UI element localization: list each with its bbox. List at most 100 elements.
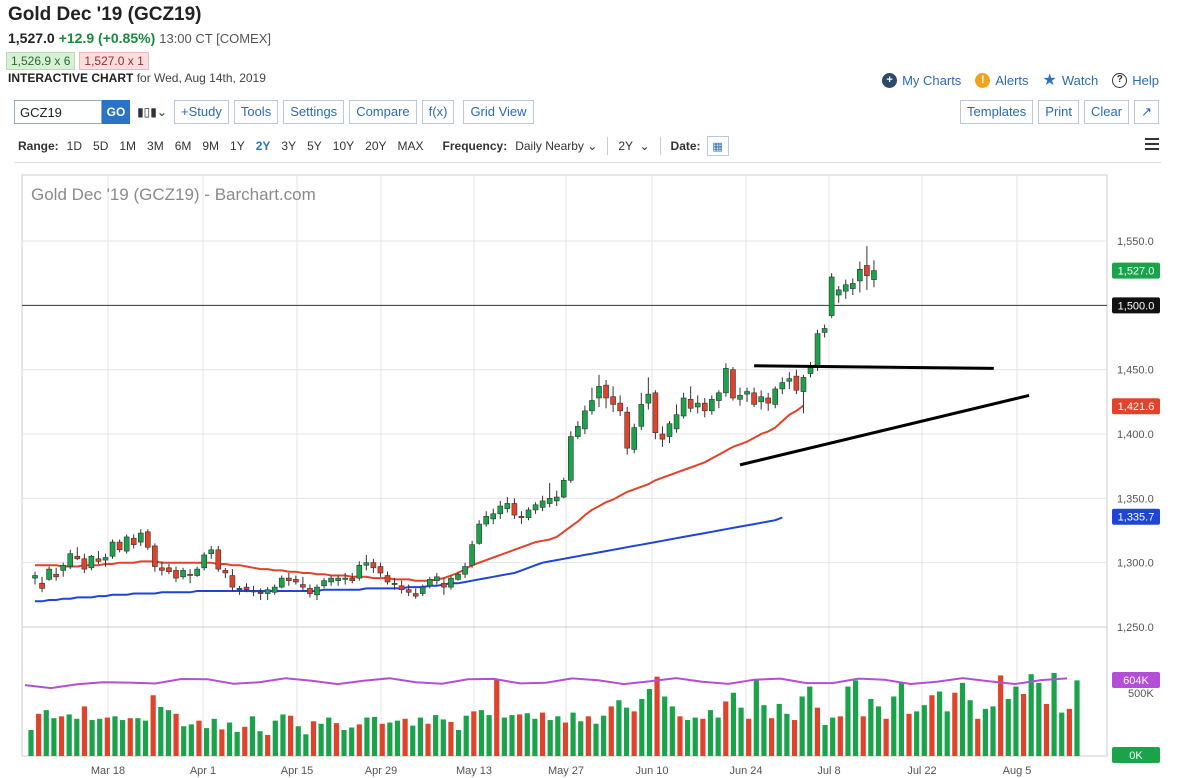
candle-body <box>250 590 257 593</box>
candle-body <box>159 567 165 571</box>
candle-body <box>257 591 264 594</box>
compare-button[interactable]: Compare <box>349 100 417 124</box>
candle-body <box>497 505 504 515</box>
volume-bar <box>51 718 57 756</box>
alerts-link[interactable]: ! Alerts <box>975 70 1029 90</box>
toolbar: GO ▮▯▮⌄ +Study Tools Settings Compare f(… <box>14 100 534 124</box>
go-button[interactable]: GO <box>102 100 130 124</box>
volume-bar <box>74 718 80 756</box>
volume-bar <box>318 723 324 756</box>
volume-bar <box>371 716 378 756</box>
candle-body <box>680 397 687 417</box>
volume-bar <box>982 708 988 756</box>
volume-bar <box>570 712 576 756</box>
candle-body <box>807 366 814 374</box>
volume-bar <box>883 718 889 756</box>
settings-button[interactable]: Settings <box>283 100 345 124</box>
period-select[interactable]: 2Y ⌄ <box>618 139 649 153</box>
volume-bar <box>486 715 492 756</box>
study-button[interactable]: +Study <box>174 100 229 124</box>
ma200-tag-text: 1,335.7 <box>1118 512 1155 524</box>
range-10y[interactable]: 10Y <box>332 139 355 153</box>
range-max[interactable]: MAX <box>397 139 424 153</box>
candlestick-icon: ▮▯▮ <box>137 105 157 119</box>
volume-bar <box>539 712 546 756</box>
chart-type-dropdown[interactable]: ▮▯▮ ⌄ <box>135 100 169 124</box>
ma50-tag-text: 1,421.6 <box>1118 401 1155 413</box>
range-6m[interactable]: 6M <box>174 139 192 153</box>
volume-bar <box>761 705 767 756</box>
candle-body <box>455 573 461 580</box>
candle-body <box>638 404 645 427</box>
x-tick-label: Jun 24 <box>729 765 762 777</box>
candle-body <box>546 498 553 504</box>
candle-body <box>849 283 856 289</box>
candle-body <box>152 545 158 567</box>
x-tick-label: Jul 8 <box>817 765 840 777</box>
range-20y[interactable]: 20Y <box>365 139 387 153</box>
watch-link[interactable]: ★ Watch <box>1043 70 1099 90</box>
calendar-icon[interactable]: ▦ <box>706 136 729 156</box>
range-5y[interactable]: 5Y <box>307 139 322 153</box>
line-price-tag-text: 1,500.0 <box>1118 300 1155 312</box>
expand-icon[interactable]: ↗ <box>1134 100 1159 124</box>
templates-button[interactable]: Templates <box>960 100 1034 124</box>
interactive-chart-label: INTERACTIVE CHART <box>8 71 134 85</box>
star-icon: ★ <box>1042 72 1057 89</box>
symbol-input[interactable] <box>14 100 102 124</box>
help-link[interactable]: ? Help <box>1112 70 1159 90</box>
volume-bar <box>287 715 294 756</box>
chevron-down-icon: ⌄ <box>639 139 650 153</box>
ma200-tag: 1,335.7 <box>1112 508 1160 525</box>
range-3y[interactable]: 3Y <box>281 139 297 153</box>
candle-body <box>166 567 172 572</box>
candle-body <box>835 289 842 296</box>
candle-body <box>180 570 186 578</box>
tools-button[interactable]: Tools <box>233 100 279 124</box>
candle-body <box>821 328 828 333</box>
candle-body <box>285 577 292 581</box>
volume-bar <box>1051 672 1057 756</box>
range-1m[interactable]: 1M <box>119 139 137 153</box>
candle-body <box>243 586 250 590</box>
candle-body <box>708 398 715 412</box>
candle-body <box>426 579 433 587</box>
range-2y[interactable]: 2Y <box>255 139 271 153</box>
candle-body <box>617 402 623 412</box>
clear-button[interactable]: Clear <box>1084 100 1130 124</box>
fx-button[interactable]: f(x) <box>421 100 455 124</box>
top-links: + My Charts ! Alerts ★ Watch ? Help <box>882 70 1159 90</box>
candle-body <box>659 433 666 440</box>
y-tick-label: 1,250.0 <box>1117 622 1154 634</box>
my-charts-link[interactable]: + My Charts <box>882 70 961 90</box>
range-1d[interactable]: 1D <box>66 139 83 153</box>
candle-body <box>39 582 45 589</box>
volume-ma-line <box>24 677 1068 690</box>
volume-bar <box>944 711 950 756</box>
volume-bar <box>97 718 103 756</box>
candle-body <box>490 513 497 520</box>
candle-body <box>645 393 652 404</box>
menu-icon[interactable] <box>1145 138 1159 150</box>
grid-view-button[interactable]: Grid View <box>463 100 534 124</box>
volume-bar <box>1028 674 1034 756</box>
frequency-select[interactable]: Daily Nearby ⌄ <box>515 139 597 153</box>
range-1y[interactable]: 1Y <box>230 139 245 153</box>
range-5d[interactable]: 5D <box>93 139 109 153</box>
candle-body <box>74 555 81 560</box>
x-tick-label: Apr 15 <box>281 765 313 777</box>
range-3m[interactable]: 3M <box>147 139 164 153</box>
volume-bar <box>272 720 278 756</box>
print-button[interactable]: Print <box>1038 100 1080 124</box>
candle-body <box>511 503 518 516</box>
volume-bar <box>677 716 683 756</box>
volume-bar <box>776 703 782 756</box>
candle-body <box>412 593 419 597</box>
volume-zero-tag-bg <box>1112 747 1160 763</box>
candle-body <box>842 284 849 292</box>
volume-bar <box>249 716 256 756</box>
x-tick-label: Jul 22 <box>907 765 936 777</box>
volume-bar <box>43 710 49 756</box>
range-9m[interactable]: 9M <box>202 139 220 153</box>
